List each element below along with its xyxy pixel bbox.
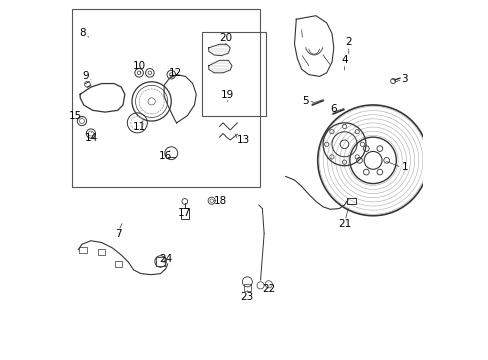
Text: 3: 3 <box>400 74 407 84</box>
Text: 15: 15 <box>69 111 82 121</box>
Text: 7: 7 <box>115 229 122 239</box>
Text: 22: 22 <box>262 284 275 294</box>
Text: 4: 4 <box>341 55 347 65</box>
Bar <box>181 208 188 219</box>
Bar <box>156 257 165 266</box>
Text: 16: 16 <box>158 151 171 161</box>
Text: 5: 5 <box>302 96 308 107</box>
Bar <box>346 198 355 204</box>
Text: 18: 18 <box>213 196 226 206</box>
Text: 23: 23 <box>240 292 253 302</box>
Bar <box>98 249 105 255</box>
Bar <box>80 247 86 252</box>
Text: 24: 24 <box>159 254 172 264</box>
Text: 14: 14 <box>85 133 98 143</box>
Bar <box>115 261 122 267</box>
Text: 11: 11 <box>132 122 145 132</box>
Text: 1: 1 <box>401 162 408 172</box>
Text: 10: 10 <box>132 62 145 71</box>
Text: 19: 19 <box>221 90 234 100</box>
Text: 17: 17 <box>178 208 191 218</box>
Text: 12: 12 <box>169 68 182 78</box>
Bar <box>72 9 259 187</box>
Text: 8: 8 <box>80 28 86 38</box>
Bar <box>201 32 265 116</box>
Text: 9: 9 <box>82 71 89 81</box>
Text: 6: 6 <box>329 104 336 113</box>
Bar <box>244 284 250 292</box>
Text: 21: 21 <box>338 219 351 229</box>
Text: 2: 2 <box>345 37 351 48</box>
Text: 20: 20 <box>219 33 232 43</box>
Text: 13: 13 <box>236 135 249 145</box>
